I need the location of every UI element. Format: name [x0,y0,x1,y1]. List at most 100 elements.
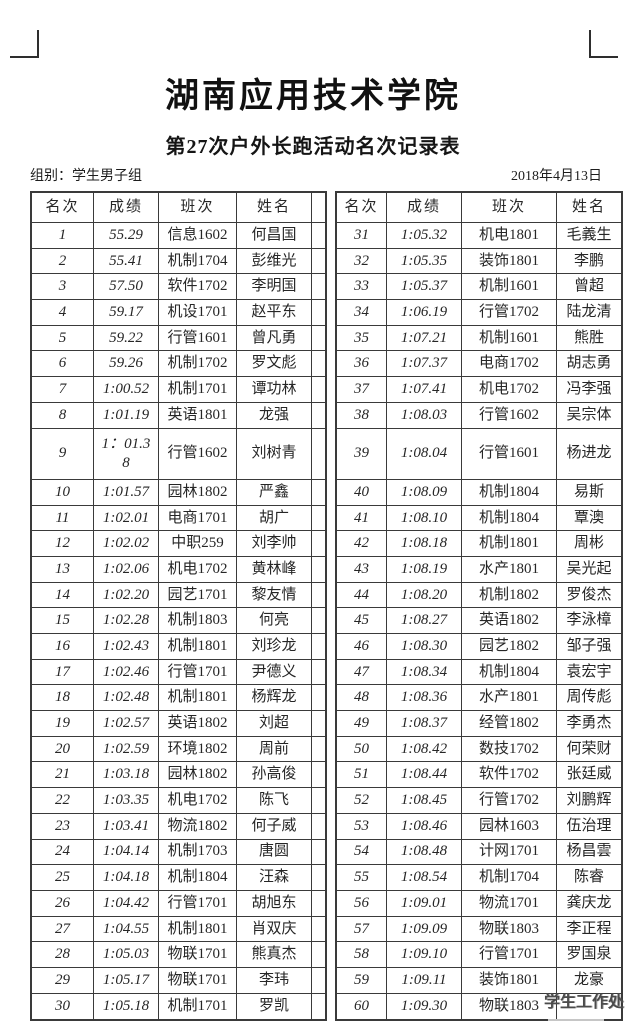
spacer-cell [312,429,325,480]
table-row: 28 1:05.03 物联1701 熊真杰 [32,942,325,968]
rank-cell: 7 [32,377,94,403]
rank-cell: 33 [337,274,387,301]
class-cell: 信息1602 [159,223,237,249]
name-cell: 胡旭东 [237,890,312,917]
table-row: 9 1：01.3 8 行管1602 刘树青 [32,428,325,480]
score-cell: 1:01.57 [94,479,159,506]
table-row: 53 1:08.46 园林1603 伍治理 [337,813,621,840]
score-cell: 1:02.59 [94,736,159,763]
table-row: 13 1:02.06 机电1702 黄林峰 [32,556,325,583]
score-cell: 1:09.01 [387,890,462,917]
rank-cell: 43 [337,556,387,583]
class-cell: 物流1802 [159,813,237,840]
name-cell: 覃澳 [557,506,621,532]
spacer-cell [312,865,325,891]
table-row: 27 1:04.55 机制1801 肖双庆 [32,916,325,943]
class-cell: 机制1804 [462,659,557,686]
class-cell: 中职259 [159,531,237,557]
rank-cell: 46 [337,634,387,660]
spacer-cell [312,506,325,532]
class-cell: 机制1703 [159,839,237,866]
score-cell: 1:07.41 [387,377,462,403]
column-header: 姓名 [237,193,312,223]
name-cell: 何亮 [237,608,312,635]
spacer-cell [312,403,325,429]
column-header: 名次 [337,193,387,223]
class-cell: 水产1801 [462,685,557,712]
header-row: 名次 成绩 班次 姓名 [337,193,621,223]
table-row: 18 1:02.48 机制1801 杨辉龙 [32,685,325,712]
rank-cell: 55 [337,865,387,891]
class-cell: 行管1602 [159,428,237,480]
column-header: 姓名 [557,193,621,223]
class-cell: 英语1802 [159,711,237,737]
score-cell: 1:02.43 [94,634,159,660]
rank-cell: 52 [337,788,387,814]
score-cell: 1:09.10 [387,942,462,968]
table-row: 48 1:08.36 水产1801 周传彪 [337,685,621,712]
score-cell: 1:02.57 [94,711,159,737]
class-cell: 机制1802 [462,582,557,609]
score-cell: 1:00.52 [94,377,159,403]
rank-cell: 53 [337,813,387,840]
score-cell: 1:09.11 [387,967,462,994]
score-cell: 59.17 [94,300,159,326]
spacer-cell [312,326,325,352]
name-cell: 曾超 [557,274,621,301]
table-row: 31 1:05.32 机电1801 毛義生 [337,223,621,249]
table-row: 6 59.26 机制1702 罗文彪 [32,351,325,378]
name-cell: 谭功林 [237,377,312,403]
class-cell: 物联1803 [462,916,557,943]
stamp-watermark: 学生工作处 [544,994,625,1011]
score-cell: 1:08.19 [387,556,462,583]
table-row: 3 57.50 软件1702 李明国 [32,274,325,301]
rank-cell: 57 [337,916,387,943]
score-cell: 1:02.20 [94,582,159,609]
score-cell: 1:08.04 [387,428,462,480]
class-cell: 机制1804 [462,479,557,506]
score-cell: 1:05.35 [387,248,462,275]
score-cell: 1:02.46 [94,659,159,686]
score-cell: 1:08.48 [387,839,462,866]
name-cell: 周传彪 [557,685,621,712]
name-cell: 龙豪 [557,968,621,994]
class-cell: 环境1802 [159,736,237,763]
table-row: 16 1:02.43 机制1801 刘珍龙 [32,634,325,660]
table-row: 23 1:03.41 物流1802 何子威 [32,813,325,840]
rank-cell: 35 [337,325,387,352]
spacer-cell [312,942,325,968]
score-cell: 1:08.44 [387,762,462,789]
class-cell: 机制1701 [159,993,237,1020]
table-row: 46 1:08.30 园艺1802 邹子强 [337,634,621,660]
score-cell: 57.50 [94,274,159,301]
name-cell: 李鹏 [557,249,621,275]
class-cell: 计网1701 [462,839,557,866]
spacer-cell [312,788,325,814]
header-row: 名次 成绩 班次 姓名 [32,193,325,223]
table-row: 42 1:08.18 机制1801 周彬 [337,531,621,557]
name-cell: 黎友情 [237,582,312,609]
results-table-right: 名次 成绩 班次 姓名 31 1:05.32 机电1801 毛義生 32 1:05.35 装饰180… [335,191,623,1022]
table-row: 57 1:09.09 物联1803 李正程 [337,916,621,943]
name-cell: 孙高俊 [237,762,312,789]
rank-cell: 13 [32,556,94,583]
name-cell: 刘超 [237,711,312,737]
name-cell: 龙强 [237,402,312,429]
rank-cell: 17 [32,659,94,686]
table-row: 41 1:08.10 机制1804 覃澳 [337,505,621,532]
page-title: 湖南应用技术学院 [165,78,461,115]
rank-cell: 20 [32,736,94,763]
name-cell: 陆龙清 [557,300,621,326]
rank-cell: 32 [337,248,387,275]
name-cell: 胡广 [237,505,312,532]
rank-cell: 8 [32,402,94,429]
name-cell: 杨辉龙 [237,685,312,712]
score-cell: 1:05.32 [387,223,462,249]
class-cell: 水产1801 [462,556,557,583]
spacer-cell [312,891,325,917]
class-cell: 园艺1701 [159,582,237,609]
table-row: 59 1:09.11 装饰1801 龙豪 [337,967,621,994]
table-row: 14 1:02.20 园艺1701 黎友情 [32,582,325,609]
name-cell: 张廷威 [557,762,621,789]
spacer-cell [312,711,325,737]
